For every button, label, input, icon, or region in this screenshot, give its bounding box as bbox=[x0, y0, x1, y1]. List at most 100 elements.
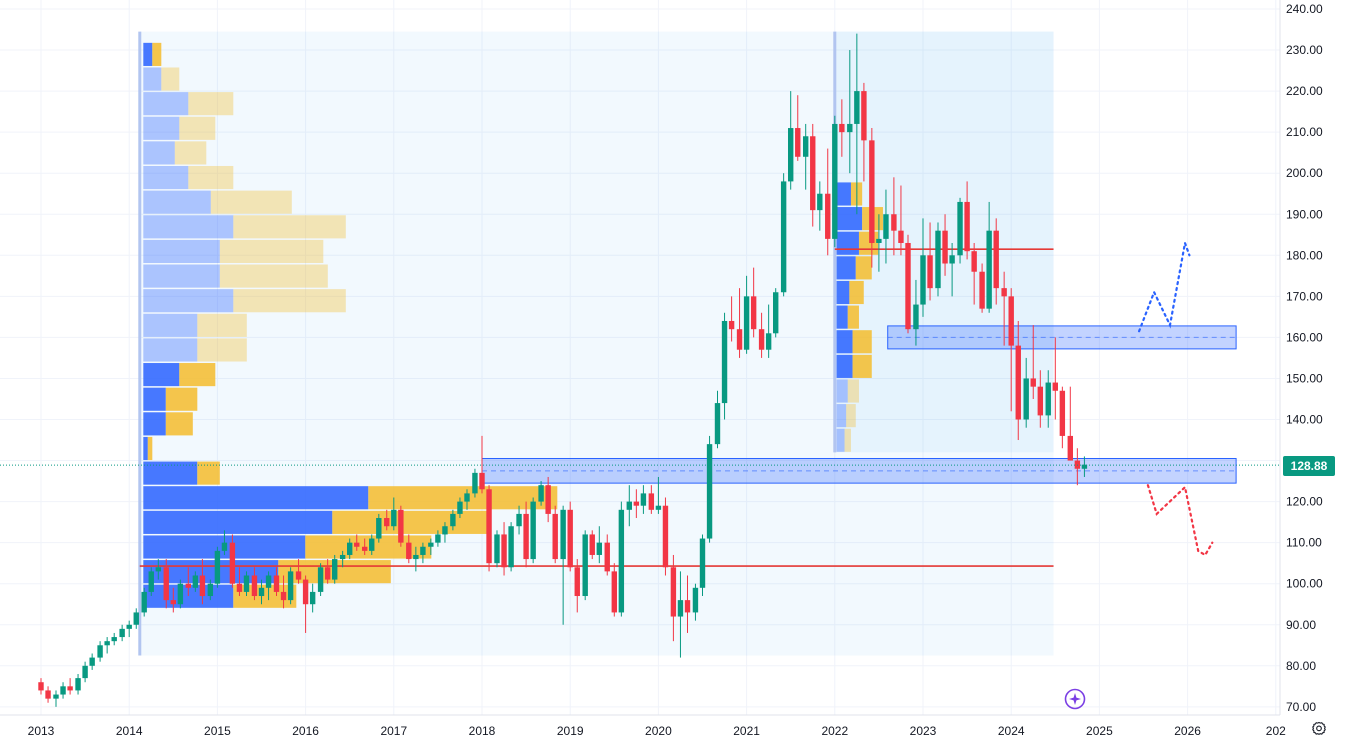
candle-body bbox=[111, 637, 117, 642]
chart-grid bbox=[0, 0, 1280, 715]
volume-profile-bar-down bbox=[305, 535, 432, 559]
candle-body bbox=[472, 472, 478, 494]
candle-body bbox=[949, 255, 955, 264]
volume-profile-bar-down bbox=[233, 215, 346, 239]
time-axis-label: 2021 bbox=[733, 724, 760, 738]
candle-body bbox=[655, 505, 662, 510]
time-axis-label: 2023 bbox=[910, 724, 937, 738]
gear-icon[interactable] bbox=[1310, 720, 1328, 738]
candle-body bbox=[979, 271, 985, 309]
candle-body bbox=[817, 193, 823, 211]
candle-body bbox=[104, 641, 110, 646]
time-axis[interactable]: 2013 2014 2015 2016 2017 2018 2019 2020 2021 2022… bbox=[0, 714, 1286, 738]
volume-profile-bar-down bbox=[210, 190, 292, 214]
candle-body bbox=[920, 255, 926, 305]
time-axis-label: 2015 bbox=[204, 724, 231, 738]
price-axis-label: 70.00 bbox=[1286, 700, 1316, 714]
volume-profile-bar-up bbox=[836, 182, 851, 206]
candle-body bbox=[251, 575, 258, 597]
candle-body bbox=[309, 591, 316, 605]
candle-body bbox=[692, 587, 699, 613]
volume-profile-bar-down bbox=[161, 67, 180, 91]
projection-path bbox=[1146, 484, 1214, 557]
time-axis-label: 2017 bbox=[380, 724, 407, 738]
volume-profile-bar-up bbox=[836, 305, 848, 329]
volume-profile-bar-up bbox=[143, 190, 211, 214]
candle-body bbox=[1081, 464, 1088, 469]
candle-body bbox=[501, 534, 507, 568]
candle-body bbox=[523, 513, 529, 560]
price-axis[interactable]: 240.00 230.00 220.00 210.00 200.00 190.00 180.… bbox=[1279, 0, 1323, 715]
candle-body bbox=[670, 567, 677, 617]
price-axis-label: 150.00 bbox=[1286, 371, 1323, 385]
candle-body bbox=[354, 542, 360, 547]
candle-body bbox=[611, 571, 617, 613]
projection-paths[interactable] bbox=[1137, 238, 1214, 557]
candle-body bbox=[82, 665, 88, 679]
time-axis-label: 2025 bbox=[1086, 724, 1113, 738]
support-zone-box bbox=[481, 457, 1237, 484]
candle-body bbox=[221, 542, 228, 551]
volume-profile-bar-up bbox=[143, 289, 234, 313]
candle-body bbox=[582, 534, 588, 597]
volume-profile-bar-down bbox=[844, 428, 851, 452]
candle-body bbox=[273, 575, 280, 592]
candle-body bbox=[119, 628, 125, 638]
volume-profile-bar-up bbox=[143, 412, 166, 436]
candle-body bbox=[942, 230, 948, 264]
volume-profile-bar-down bbox=[852, 330, 872, 354]
time-axis-label: 2022 bbox=[821, 724, 848, 738]
candle-body bbox=[457, 501, 463, 514]
candle-body bbox=[1015, 345, 1021, 420]
candle-body bbox=[633, 501, 640, 506]
candle-body bbox=[832, 123, 838, 239]
volume-profile-bar-down bbox=[188, 165, 234, 190]
sparkle-icon[interactable] bbox=[1064, 688, 1086, 710]
volume-profile-bar-up bbox=[143, 387, 166, 411]
volume-profile-bar-down bbox=[197, 338, 247, 362]
support-zones[interactable] bbox=[481, 325, 1237, 484]
volume-profile-bar-up bbox=[143, 264, 220, 288]
candle-body bbox=[435, 534, 441, 543]
candle-body bbox=[861, 91, 867, 141]
volume-profile-bar-up bbox=[143, 436, 148, 461]
candle-body bbox=[993, 230, 999, 289]
time-axis-label: 2026 bbox=[1174, 724, 1201, 738]
volume-profile-bar-down bbox=[846, 404, 856, 428]
candle-body bbox=[773, 292, 779, 334]
candle-body bbox=[898, 230, 904, 243]
volume-profile-bar-up bbox=[836, 207, 863, 231]
candle-body bbox=[236, 583, 243, 592]
candle-body bbox=[788, 128, 794, 182]
volume-profile-bar-down bbox=[233, 584, 297, 608]
candle-body bbox=[369, 538, 375, 551]
volume-profile-bar-up bbox=[836, 256, 856, 280]
candle-body bbox=[721, 320, 728, 404]
candle-body bbox=[1008, 296, 1014, 346]
volume-profile-bar-down bbox=[847, 379, 859, 403]
candle-body bbox=[699, 538, 706, 588]
candle-body bbox=[935, 230, 941, 289]
candle-body bbox=[317, 567, 324, 592]
candle-body bbox=[876, 238, 882, 243]
volume-profile-bar-down bbox=[219, 239, 324, 264]
volume-profile-bar-up bbox=[143, 363, 180, 387]
candle-body bbox=[508, 526, 514, 568]
candle-body bbox=[574, 567, 580, 597]
candle-body bbox=[706, 444, 713, 539]
candle-body bbox=[192, 575, 199, 588]
candle-body bbox=[750, 296, 757, 330]
price-axis-label: 180.00 bbox=[1286, 248, 1323, 262]
volume-profile-bar-down bbox=[332, 510, 490, 534]
volume-profile-bar-down bbox=[233, 289, 346, 313]
candle-body bbox=[847, 123, 853, 133]
candle-body bbox=[589, 534, 595, 555]
candle-body bbox=[810, 136, 816, 211]
candle-body bbox=[324, 567, 331, 580]
price-axis-label: 80.00 bbox=[1286, 659, 1316, 673]
candle-body bbox=[905, 242, 911, 330]
candle-body bbox=[229, 542, 236, 584]
candle-body bbox=[133, 612, 139, 625]
price-axis-label: 210.00 bbox=[1286, 125, 1323, 139]
